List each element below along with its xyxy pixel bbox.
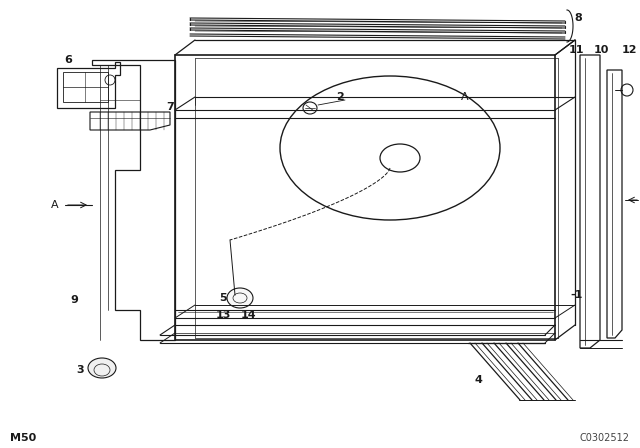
Text: A: A [461, 92, 469, 102]
Text: 6: 6 [64, 55, 72, 65]
Text: 9: 9 [70, 295, 78, 305]
Text: 3: 3 [76, 365, 84, 375]
Text: 2: 2 [336, 92, 344, 102]
Text: -1: -1 [570, 290, 582, 300]
Text: C0302512: C0302512 [580, 433, 630, 443]
Ellipse shape [227, 288, 253, 308]
Text: 5: 5 [219, 293, 227, 303]
Bar [63, 72, 108, 102]
Text: 4: 4 [474, 375, 482, 385]
Ellipse shape [88, 358, 116, 378]
Text: 10: 10 [593, 45, 609, 55]
Text: 13: 13 [215, 310, 230, 320]
Text: 12: 12 [621, 45, 637, 55]
Text: M50: M50 [10, 433, 36, 443]
Text: 11: 11 [568, 45, 584, 55]
Text: 7: 7 [166, 102, 174, 112]
Text: A: A [51, 200, 59, 210]
Text: 14: 14 [240, 310, 256, 320]
Text: 8: 8 [574, 13, 582, 23]
